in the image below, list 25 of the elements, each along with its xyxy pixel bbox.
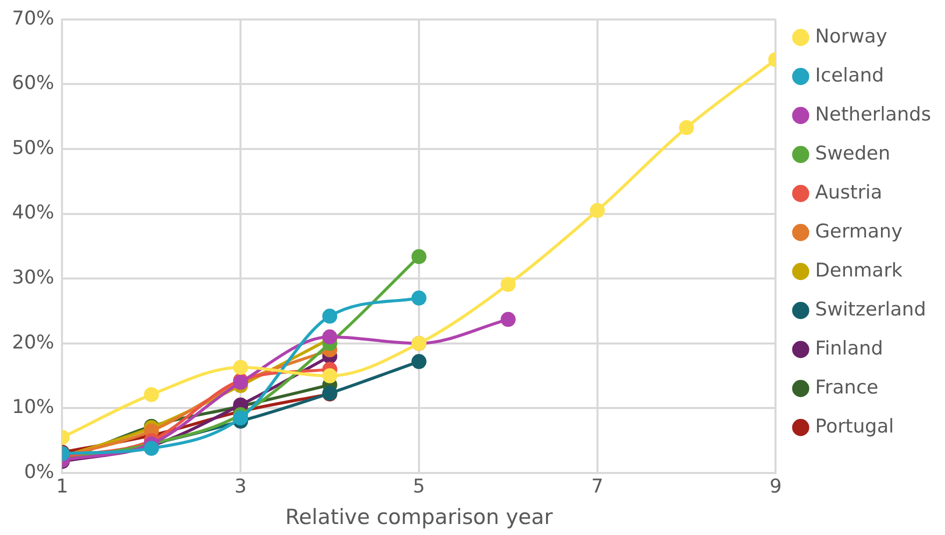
y-tick-label: 40% [12,202,54,224]
y-tick-label: 10% [12,396,54,418]
x-tick-label: 5 [412,475,426,498]
legend-label: France [815,376,878,398]
x-tick-label: 1 [56,475,68,498]
x-axis-title: Relative comparison year [285,504,554,529]
y-tick-label: 30% [12,266,54,289]
legend-label: Switzerland [815,298,926,320]
legend-label: Norway [815,25,888,48]
y-tick-label: 70% [12,7,54,30]
legend-label: Germany [815,220,903,242]
x-tick-label: 9 [770,475,782,498]
legend-label: Portugal [815,415,894,438]
y-tick-label: 0% [24,460,54,483]
y-tick-label: 20% [12,331,54,354]
legend-label: Iceland [815,64,884,86]
x-tick-label: 7 [591,475,604,498]
legend-label: Austria [815,181,882,204]
legend-label: Sweden [815,142,890,164]
legend-label: Netherlands [815,103,932,126]
y-tick-label: 60% [12,72,54,94]
legend-label: Denmark [815,259,903,282]
x-tick-label: 3 [234,475,247,498]
y-tick-label: 50% [12,136,54,159]
legend-label: Finland [815,337,884,360]
